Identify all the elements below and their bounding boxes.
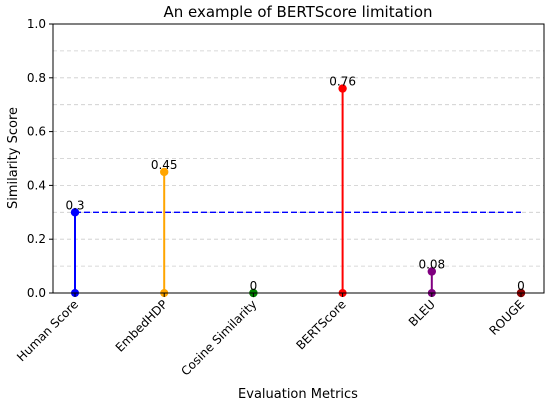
data-label: 0.45 <box>151 158 178 172</box>
x-tick-label: ROUGE <box>486 297 527 338</box>
y-tick-label: 0.2 <box>27 232 46 246</box>
x-tick-label: Cosine Similarity <box>178 297 259 378</box>
data-label: 0.76 <box>329 75 356 89</box>
y-axis: 0.0 0.2 0.4 0.6 0.8 1.0 <box>27 17 53 300</box>
data-label: 0 <box>517 279 525 293</box>
x-axis: Human Score EmbedHDP Cosine Similarity BERT… <box>14 293 527 378</box>
y-axis-label: Similarity Score <box>6 107 21 209</box>
y-tick-label: 0.0 <box>27 286 46 300</box>
stem-marker <box>160 167 169 177</box>
stem-marker <box>70 208 80 217</box>
x-tick-label: BLEU <box>406 297 438 329</box>
x-tick-label: BERTScore <box>293 297 348 352</box>
y-tick-label: 0.6 <box>27 125 46 139</box>
stem-marker <box>427 267 436 276</box>
grid-lines <box>53 23 544 267</box>
x-axis-label: Evaluation Metrics <box>238 387 358 402</box>
stem-marker <box>338 84 347 93</box>
y-tick-label: 1.0 <box>27 17 46 31</box>
y-tick-label: 0.8 <box>27 71 46 85</box>
chart-title: An example of BERTScore limitation <box>163 3 432 21</box>
stems <box>70 84 526 298</box>
data-label: 0.3 <box>65 198 84 212</box>
plot-frame <box>52 23 545 294</box>
value-labels: 0.3 0.45 0 0.76 0.08 0 <box>65 75 524 293</box>
data-label: 0 <box>250 279 258 293</box>
y-tick-label: 0.4 <box>27 178 46 192</box>
x-tick-label: EmbedHDP <box>113 297 171 355</box>
data-label: 0.08 <box>418 257 445 271</box>
x-tick-label: Human Score <box>14 297 81 364</box>
